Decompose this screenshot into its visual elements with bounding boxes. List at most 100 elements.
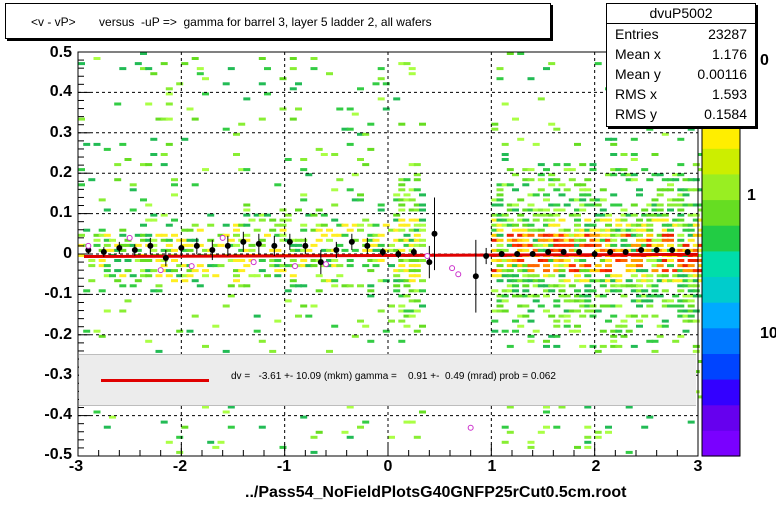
heatmap-cell [140, 52, 147, 55]
open-point [250, 259, 257, 266]
heatmap-cell [615, 324, 623, 328]
profile-point [240, 238, 247, 245]
heatmap-cell [227, 294, 235, 298]
heatmap-cell [620, 243, 628, 247]
heatmap-cell [610, 314, 618, 318]
heatmap-cell [646, 178, 654, 182]
heatmap-cell [543, 67, 550, 71]
heatmap-cell [584, 233, 592, 237]
heatmap-cell [155, 233, 163, 237]
heatmap-cell [310, 264, 318, 268]
heatmap-cell [522, 228, 530, 232]
heatmap-cell [413, 309, 421, 313]
heatmap-cell [568, 299, 576, 303]
heatmap-cell [537, 173, 545, 177]
heatmap-cell [677, 198, 685, 202]
heatmap-cell [124, 299, 132, 303]
heatmap-cell [630, 284, 638, 288]
heatmap-cell [692, 248, 700, 252]
heatmap-cell [579, 188, 587, 192]
heatmap-cell [532, 274, 540, 278]
heatmap-cell [300, 223, 308, 227]
heatmap-cell [357, 425, 364, 429]
heatmap-cell [692, 319, 700, 323]
heatmap-cell [93, 329, 101, 333]
heatmap-cell [522, 284, 530, 288]
heatmap-cell [160, 264, 168, 268]
profile-point [317, 259, 324, 266]
heatmap-cell [594, 430, 602, 434]
heatmap-cell [553, 269, 561, 273]
heatmap-cell [641, 299, 649, 303]
heatmap-cell [548, 203, 556, 207]
heatmap-cell [300, 158, 308, 161]
heatmap-cell [176, 82, 184, 86]
heatmap-cell [496, 274, 504, 278]
heatmap-cell [677, 208, 685, 212]
heatmap-cell [667, 223, 674, 227]
heatmap-cell [150, 238, 158, 242]
heatmap-cell [517, 243, 525, 247]
heatmap-cell [279, 208, 287, 212]
heatmap-cell [491, 218, 499, 222]
heatmap-cell [625, 264, 633, 268]
heatmap-cell [682, 274, 690, 278]
heatmap-cell [238, 284, 246, 288]
heatmap-cell [165, 87, 173, 91]
heatmap-cell [408, 218, 416, 222]
heatmap-cell [501, 259, 509, 262]
heatmap-cell [227, 67, 235, 71]
heatmap-cell [599, 213, 607, 217]
heatmap-cell [651, 213, 659, 217]
heatmap-cell [233, 279, 240, 283]
heatmap-cell [517, 213, 525, 217]
heatmap-cell [568, 238, 576, 242]
heatmap-cell [310, 57, 318, 60]
heatmap-cell [605, 269, 612, 273]
heatmap-cell [398, 198, 406, 202]
heatmap-cell [537, 243, 545, 247]
heatmap-cell [522, 248, 530, 252]
heatmap-cell [78, 233, 85, 237]
heatmap-cell [367, 248, 375, 252]
open-point [188, 263, 195, 270]
heatmap-cell [351, 248, 359, 252]
heatmap-cell [512, 289, 519, 293]
heatmap-cell [88, 264, 96, 268]
heatmap-cell [692, 203, 700, 207]
heatmap-cell [625, 314, 633, 318]
heatmap-cell [253, 329, 261, 333]
heatmap-cell [274, 233, 282, 237]
heatmap-cell [532, 228, 540, 232]
heatmap-cell [512, 223, 519, 227]
heatmap-cell [532, 238, 540, 242]
heatmap-cell [584, 223, 592, 227]
heatmap-cell [289, 259, 297, 262]
heatmap-cell [419, 208, 426, 212]
heatmap-cell [615, 228, 623, 232]
heatmap-cell [548, 173, 556, 177]
heatmap-cell [594, 228, 602, 232]
heatmap-cell [491, 274, 499, 278]
heatmap-cell [599, 279, 607, 283]
heatmap-cell [661, 319, 669, 323]
heatmap-cell [553, 243, 561, 247]
heatmap-cell [88, 279, 96, 283]
heatmap-cell [517, 279, 525, 283]
heatmap-cell [527, 168, 535, 172]
heatmap-cell [682, 193, 690, 197]
heatmap-cell [238, 122, 246, 126]
heatmap-cell [672, 304, 680, 308]
heatmap-cell [346, 259, 354, 262]
heatmap-cell [181, 248, 189, 252]
stats-label: RMS x [615, 86, 657, 102]
heatmap-cell [331, 264, 339, 268]
stats-row-rms-x: RMS x 1.593 [607, 84, 755, 104]
heatmap-cell [217, 264, 225, 268]
heatmap-cell [563, 238, 571, 242]
heatmap-cell [568, 213, 576, 217]
heatmap-cell [517, 294, 525, 298]
heatmap-cell [682, 279, 690, 283]
heatmap-cell [620, 284, 628, 288]
heatmap-cell [279, 269, 287, 273]
